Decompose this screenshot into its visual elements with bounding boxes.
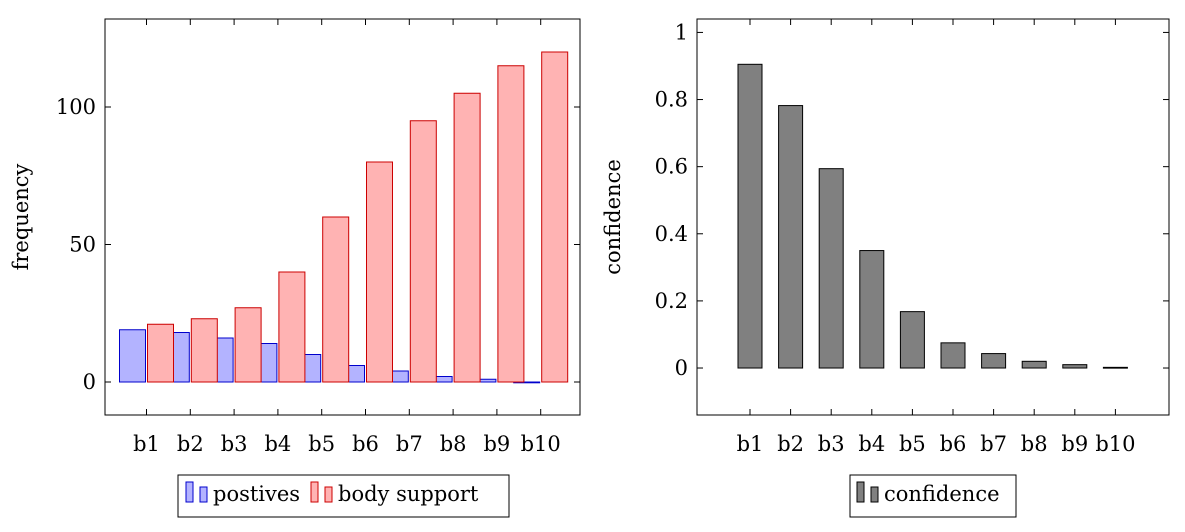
frequency-chart: 0 50 100 b1 b2 b3 b4 b5 b6 b7 b8 b9 b10 frequency po… bbox=[9, 18, 581, 518]
frequency-xtick-label: b4 bbox=[264, 432, 291, 456]
frequency-ticks: 0 50 100 b1 b2 b3 b4 b5 b6 b7 b8 b9 b10 bbox=[56, 19, 580, 456]
confidence-bar-confidence-b6 bbox=[940, 342, 966, 369]
confidence-xtick-label: b10 bbox=[1095, 432, 1135, 456]
legend-box bbox=[177, 474, 510, 518]
confidence-ytick-label: 0.6 bbox=[655, 155, 688, 179]
legend-swatch-body-support-small bbox=[324, 486, 333, 503]
confidence-xtick-label: b4 bbox=[858, 432, 885, 456]
frequency-bar-body-support-b10 bbox=[541, 51, 569, 383]
frequency-ytick-label: 0 bbox=[83, 370, 96, 394]
frequency-ytick-label: 100 bbox=[56, 95, 96, 119]
frequency-ytick-label: 50 bbox=[69, 233, 96, 257]
confidence-legend: confidence bbox=[849, 474, 1017, 518]
confidence-ytick-label: 0.8 bbox=[655, 88, 688, 112]
frequency-y-axis-label: frequency bbox=[9, 163, 33, 270]
confidence-bar-confidence-b7 bbox=[981, 353, 1007, 369]
frequency-bar-body-support-b9 bbox=[497, 65, 525, 383]
confidence-chart: 0 0.2 0.4 0.6 0.8 1 b1 b2 b3 b4 b5 b6 b7 b8 b9 b10 conf… bbox=[601, 18, 1170, 518]
legend-label-confidence: confidence bbox=[884, 482, 1000, 506]
legend-swatch-confidence-small bbox=[870, 486, 879, 503]
frequency-bar-body-support-b7 bbox=[409, 120, 437, 383]
confidence-bars bbox=[737, 63, 1128, 369]
confidence-xtick-label: b2 bbox=[777, 432, 804, 456]
frequency-plot-frame bbox=[104, 18, 581, 416]
frequency-legend: postives body support bbox=[177, 474, 510, 518]
confidence-ytick-label: 0 bbox=[675, 356, 688, 380]
confidence-ytick-label: 1 bbox=[675, 20, 688, 44]
confidence-bar-confidence-b8 bbox=[1021, 360, 1047, 369]
legend-swatch-confidence bbox=[856, 481, 865, 503]
legend-label-postives: postives bbox=[213, 482, 300, 506]
legend-swatch-body-support bbox=[310, 481, 319, 503]
confidence-bar-confidence-b10 bbox=[1102, 366, 1128, 369]
confidence-plot-frame bbox=[696, 18, 1170, 416]
confidence-xtick-label: b5 bbox=[899, 432, 926, 456]
confidence-xtick-label: b6 bbox=[940, 432, 967, 456]
legend-swatch-postives-small bbox=[199, 486, 208, 503]
legend-item-confidence: confidence bbox=[856, 481, 1000, 506]
frequency-xtick-label: b6 bbox=[352, 432, 379, 456]
frequency-bar-postives-b1 bbox=[119, 329, 146, 383]
confidence-ytick-label: 0.2 bbox=[655, 289, 688, 313]
frequency-xtick-label: b8 bbox=[440, 432, 467, 456]
confidence-bar-confidence-b4 bbox=[859, 250, 885, 369]
legend-item-postives: postives bbox=[185, 481, 300, 506]
confidence-y-axis-label: confidence bbox=[601, 159, 625, 275]
frequency-xtick-label: b1 bbox=[133, 432, 160, 456]
confidence-bar-confidence-b2 bbox=[778, 105, 804, 369]
confidence-bar-confidence-b9 bbox=[1062, 364, 1088, 369]
legend-label-body-support: body support bbox=[338, 482, 479, 506]
confidence-ytick-label: 0.4 bbox=[655, 222, 688, 246]
frequency-bar-body-support-b1 bbox=[147, 323, 174, 383]
frequency-xtick-label: b9 bbox=[483, 432, 510, 456]
confidence-xtick-label: b9 bbox=[1061, 432, 1088, 456]
frequency-xtick-label: b7 bbox=[396, 432, 423, 456]
frequency-bar-body-support-b5 bbox=[322, 216, 350, 383]
confidence-ticks: 0 0.2 0.4 0.6 0.8 1 b1 b2 b3 b4 b5 b6 b7 b8 b9 b10 bbox=[655, 19, 1169, 456]
frequency-bars bbox=[119, 51, 569, 384]
confidence-bar-confidence-b5 bbox=[899, 311, 925, 369]
confidence-xtick-label: b8 bbox=[1021, 432, 1048, 456]
frequency-bar-body-support-b2 bbox=[190, 318, 218, 383]
confidence-bar-confidence-b1 bbox=[737, 63, 763, 369]
confidence-xtick-label: b3 bbox=[818, 432, 845, 456]
confidence-xtick-label: b1 bbox=[737, 432, 764, 456]
confidence-bar-confidence-b3 bbox=[818, 168, 844, 369]
frequency-xtick-label: b3 bbox=[221, 432, 248, 456]
legend-item-body-support: body support bbox=[310, 481, 479, 506]
frequency-xtick-label: b10 bbox=[521, 432, 561, 456]
confidence-xtick-label: b7 bbox=[980, 432, 1007, 456]
frequency-bar-body-support-b8 bbox=[453, 92, 481, 383]
frequency-bar-body-support-b6 bbox=[366, 161, 393, 383]
frequency-xtick-label: b5 bbox=[308, 432, 335, 456]
frequency-xtick-label: b2 bbox=[177, 432, 204, 456]
frequency-bar-body-support-b4 bbox=[278, 271, 306, 383]
legend-swatch-postives bbox=[185, 481, 194, 503]
frequency-bar-body-support-b3 bbox=[234, 307, 262, 383]
